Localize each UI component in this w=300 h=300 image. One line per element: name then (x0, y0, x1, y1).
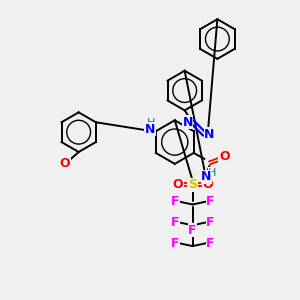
Text: S: S (188, 178, 197, 191)
Text: H: H (147, 118, 155, 128)
Text: F: F (188, 224, 197, 237)
Text: F: F (170, 195, 179, 208)
Text: O: O (59, 158, 70, 170)
Text: N: N (145, 123, 155, 136)
Text: O: O (172, 178, 183, 191)
Text: F: F (206, 195, 215, 208)
Text: H: H (208, 168, 217, 178)
Text: O: O (202, 178, 213, 191)
Text: N: N (182, 116, 193, 129)
Text: N: N (204, 128, 214, 141)
Text: O: O (219, 150, 230, 164)
Text: N: N (201, 170, 212, 183)
Text: F: F (206, 216, 215, 229)
Text: F: F (170, 237, 179, 250)
Text: F: F (206, 237, 215, 250)
Text: F: F (170, 216, 179, 229)
